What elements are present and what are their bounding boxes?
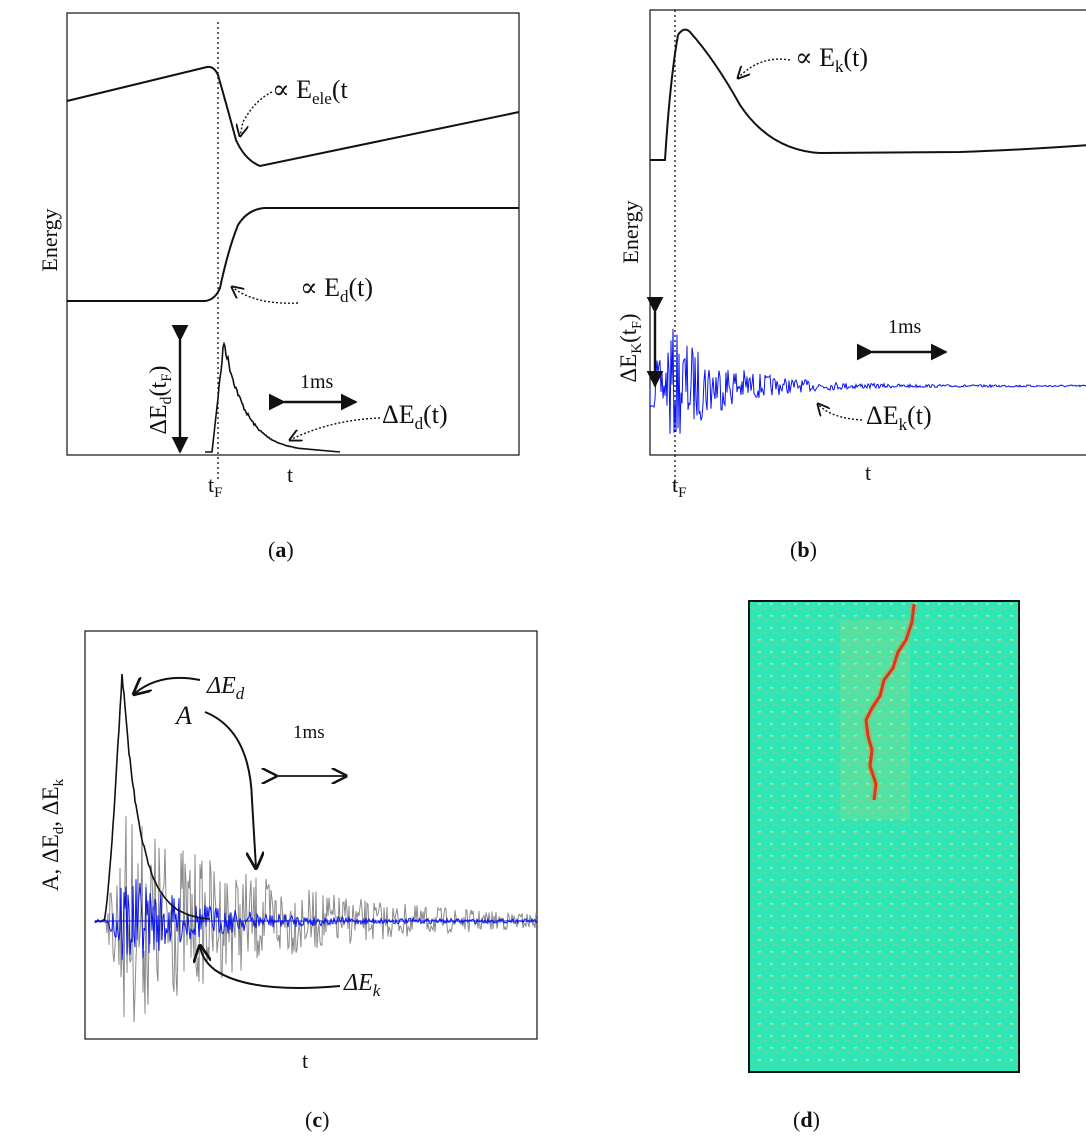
panel-a: Energy ∝ Eele(t ∝ Ed(t) ΔEd(tF) 1ms ΔEd(… bbox=[37, 12, 520, 562]
panel-c-ed-label: ΔEd bbox=[206, 673, 245, 703]
panel-c-x-label: t bbox=[302, 1048, 308, 1073]
panel-d-caption: (d) bbox=[793, 1107, 820, 1132]
panel-a-signal-pointer bbox=[290, 417, 381, 440]
panel-a-eele-pointer bbox=[240, 91, 273, 136]
panel-c-frame bbox=[84, 630, 538, 1040]
panel-c: A, ΔEd, ΔEk ΔEd A 1ms ΔEk t (c) bbox=[38, 630, 538, 1132]
panel-b-frame bbox=[649, 9, 1086, 456]
panel-a-eele-curve bbox=[66, 65, 520, 168]
panel-c-a-signal bbox=[94, 816, 538, 1023]
panel-d-crack-halo bbox=[862, 603, 918, 801]
panel-b-tick-tf: tF bbox=[672, 472, 686, 501]
panel-d-crack bbox=[864, 603, 916, 801]
panel-c-a-label: A bbox=[174, 701, 192, 730]
panel-a-caption: (a) bbox=[268, 537, 294, 562]
panel-c-delta-ek-signal bbox=[94, 879, 538, 960]
panel-b-ek-pointer bbox=[738, 58, 791, 78]
panel-a-ed-pointer bbox=[232, 287, 299, 304]
panel-a-y-label: Energy bbox=[37, 208, 62, 271]
panel-b-ek-label: ∝ Ek(t) bbox=[795, 43, 868, 76]
panel-b-y-label: Energy bbox=[618, 200, 643, 263]
panel-a-frame bbox=[66, 12, 520, 456]
panel-c-1ms-label: 1ms bbox=[293, 722, 325, 743]
panel-b-1ms-label: 1ms bbox=[888, 316, 922, 338]
panel-c-delta-ed-signal bbox=[95, 673, 211, 922]
panel-a-ed-label: ∝ Ed(t) bbox=[300, 273, 373, 306]
panel-d: (d) bbox=[748, 600, 1020, 1132]
panel-b-delta-label: ΔEK(tF) bbox=[616, 313, 645, 382]
panel-a-signal-label: ΔEd(t) bbox=[382, 400, 448, 433]
panel-c-a-pointer bbox=[204, 711, 256, 868]
panel-b-tick-t: t bbox=[865, 460, 871, 485]
panel-a-delta-label: ΔEd(tF) bbox=[146, 365, 175, 434]
panel-c-y-label: A, ΔEd, ΔEk bbox=[38, 778, 67, 891]
panel-c-ek-label: ΔEk bbox=[343, 970, 381, 1000]
panel-b-signal-pointer bbox=[818, 404, 863, 421]
panel-b-delta-ek-signal bbox=[649, 328, 1086, 434]
panel-c-ek-pointer bbox=[200, 946, 341, 989]
panel-b: Energy ∝ Ek(t) ΔEK(tF) 1ms ΔEk(t) tF t (… bbox=[616, 9, 1086, 562]
panel-b-ek-curve bbox=[650, 28, 1086, 161]
panel-a-eele-label: ∝ Eele(t bbox=[272, 75, 348, 108]
panel-a-1ms-label: 1ms bbox=[300, 371, 334, 393]
panel-b-caption: (b) bbox=[790, 537, 817, 562]
panel-a-ed-curve bbox=[67, 207, 519, 302]
panel-a-delta-ed-signal bbox=[205, 341, 341, 453]
panel-c-ed-pointer bbox=[134, 678, 201, 694]
panel-b-signal-label: ΔEk(t) bbox=[866, 401, 932, 434]
panel-a-tick-tf: tF bbox=[208, 472, 222, 501]
panel-c-caption: (c) bbox=[305, 1107, 329, 1132]
panel-a-tick-t: t bbox=[287, 462, 293, 487]
